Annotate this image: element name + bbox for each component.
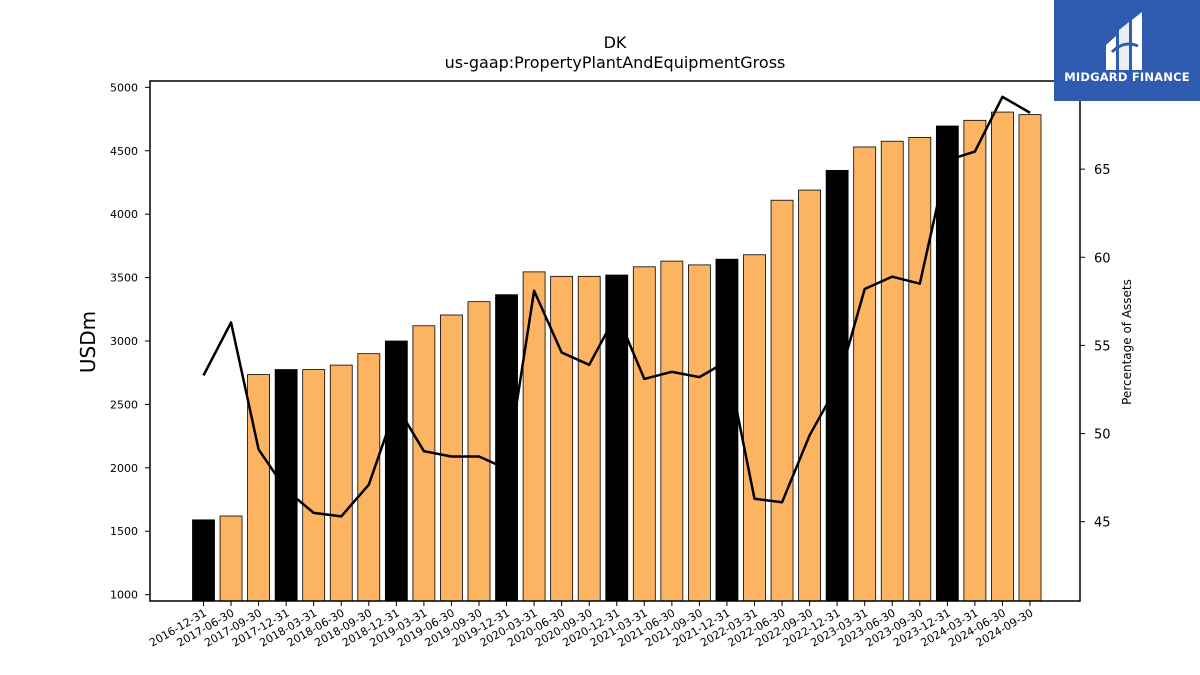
- bar-2021-12-31: [716, 259, 738, 601]
- y-tick-label: 2500: [110, 398, 138, 411]
- bar-2023-09-30: [909, 137, 931, 601]
- y2-tick-label: 55: [1094, 339, 1111, 354]
- y-tick-label: 1500: [110, 525, 138, 538]
- bar-2018-09-30: [358, 354, 380, 601]
- bar-2022-06-30: [771, 200, 793, 601]
- bar-2021-03-31: [633, 267, 655, 601]
- bar-2019-03-31: [413, 326, 435, 601]
- bar-2019-06-30: [440, 315, 462, 601]
- bar-2018-06-30: [330, 365, 352, 601]
- bar-2024-09-30: [1019, 115, 1041, 601]
- bar-2021-09-30: [688, 265, 710, 601]
- bar-2023-03-31: [854, 147, 876, 601]
- bar-2019-12-31: [496, 295, 518, 601]
- y-tick-label: 5000: [110, 81, 138, 94]
- bar-2017-12-31: [275, 370, 297, 601]
- logo-mark-icon: [1054, 0, 1200, 101]
- y-tick-label: 3500: [110, 272, 138, 285]
- y2-tick-label: 65: [1094, 163, 1111, 178]
- bar-2023-06-30: [881, 141, 903, 601]
- y-tick-label: 4500: [110, 145, 138, 158]
- bar-2017-06-30: [220, 516, 242, 601]
- bar-2018-12-31: [385, 341, 407, 601]
- y-tick-label: 1000: [110, 589, 138, 602]
- y2-tick-label: 50: [1094, 428, 1111, 443]
- y2-tick-label: 60: [1094, 251, 1111, 266]
- y-tick-label: 3000: [110, 335, 138, 348]
- chart-title: DK: [604, 33, 627, 52]
- y-axis-label: USDm: [76, 311, 100, 373]
- bar-2024-03-31: [964, 120, 986, 601]
- y-tick-label: 4000: [110, 208, 138, 221]
- y2-axis-label: Percentage of Assets: [1120, 279, 1134, 405]
- bar-2020-03-31: [523, 272, 545, 601]
- brand-logo: MIDGARD FINANCE: [1054, 0, 1200, 101]
- bar-2024-06-30: [991, 112, 1013, 601]
- chart-subtitle: us-gaap:PropertyPlantAndEquipmentGross: [445, 53, 786, 72]
- bar-2020-06-30: [551, 276, 573, 601]
- bar-2020-12-31: [606, 275, 628, 601]
- bar-2022-03-31: [744, 255, 766, 601]
- bar-2019-09-30: [468, 302, 490, 601]
- brand-name: MIDGARD FINANCE: [1054, 70, 1200, 84]
- bar-2016-12-31: [193, 520, 215, 601]
- bar-2020-09-30: [578, 276, 600, 601]
- bar-2022-09-30: [799, 190, 821, 601]
- chart: DK us-gaap:PropertyPlantAndEquipmentGros…: [0, 0, 1200, 675]
- y2-tick-label: 45: [1094, 516, 1111, 531]
- bars-group: [193, 112, 1042, 601]
- bar-2018-03-31: [303, 370, 325, 601]
- y-tick-label: 2000: [110, 462, 138, 475]
- bar-2021-06-30: [661, 261, 683, 601]
